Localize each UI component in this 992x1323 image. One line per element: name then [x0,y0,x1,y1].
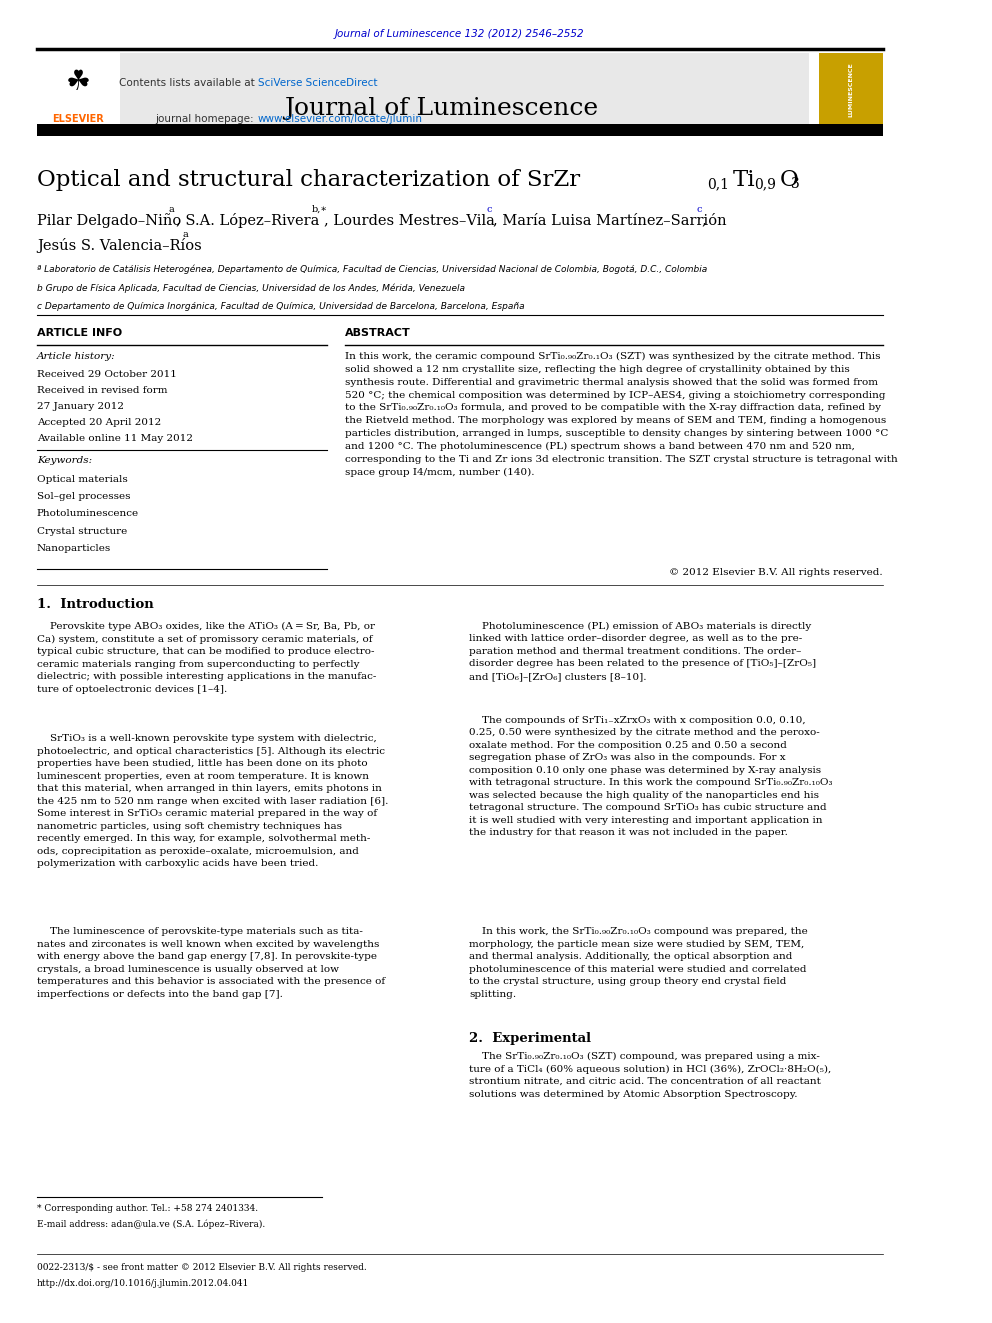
Text: Accepted 20 April 2012: Accepted 20 April 2012 [37,418,161,427]
Text: Received 29 October 2011: Received 29 October 2011 [37,370,177,380]
Text: Photoluminescence: Photoluminescence [37,509,139,519]
Text: * Corresponding author. Tel.: +58 274 2401334.: * Corresponding author. Tel.: +58 274 24… [37,1204,258,1213]
Text: Journal of Luminescence: Journal of Luminescence [285,97,598,120]
Text: ABSTRACT: ABSTRACT [345,328,411,339]
Text: , S.A. López–Rivera: , S.A. López–Rivera [176,213,319,228]
Text: 0,1: 0,1 [707,177,729,192]
Text: Keywords:: Keywords: [37,456,92,466]
Text: In this work, the ceramic compound SrTi₀.₉₀Zr₀.₁O₃ (SZT) was synthesized by the : In this work, the ceramic compound SrTi₀… [345,352,898,478]
Text: SciVerse ScienceDirect: SciVerse ScienceDirect [258,78,377,89]
Text: 0022-2313/$ - see front matter © 2012 Elsevier B.V. All rights reserved.: 0022-2313/$ - see front matter © 2012 El… [37,1263,366,1273]
Text: SrTiO₃ is a well-known perovskite type system with dielectric,
photoelectric, an: SrTiO₃ is a well-known perovskite type s… [37,734,388,868]
FancyBboxPatch shape [37,53,120,126]
Text: journal homepage:: journal homepage: [156,114,258,124]
Text: Optical and structural characterization of SrZr: Optical and structural characterization … [37,169,580,192]
Text: ,: , [701,213,706,228]
Text: Jesús S. Valencia–Ríos: Jesús S. Valencia–Ríos [37,238,201,253]
Text: c Departamento de Química Inorgánica, Facultad de Química, Universidad de Barcel: c Departamento de Química Inorgánica, Fa… [37,302,525,311]
Text: In this work, the SrTi₀.₉₀Zr₀.₁₀O₃ compound was prepared, the
morphology, the pa: In this work, the SrTi₀.₉₀Zr₀.₁₀O₃ compo… [469,927,807,999]
Text: c: c [696,205,701,214]
Text: The compounds of SrTi₁₋xZrxO₃ with x composition 0.0, 0.10,
0.25, 0.50 were synt: The compounds of SrTi₁₋xZrxO₃ with x com… [469,716,832,837]
Text: 0,9: 0,9 [754,177,776,192]
Text: a: a [183,230,187,239]
Text: ☘: ☘ [65,67,90,97]
Text: Nanoparticles: Nanoparticles [37,544,111,553]
Text: c: c [486,205,492,214]
FancyBboxPatch shape [37,124,883,136]
Text: © 2012 Elsevier B.V. All rights reserved.: © 2012 Elsevier B.V. All rights reserved… [670,568,883,577]
Text: , María Luisa Martínez–Sarrión: , María Luisa Martínez–Sarrión [493,213,726,228]
Text: b Grupo de Física Aplicada, Facultad de Ciencias, Universidad de los Andes, Méri: b Grupo de Física Aplicada, Facultad de … [37,283,465,292]
Text: E-mail address: adan@ula.ve (S.A. López–Rivera).: E-mail address: adan@ula.ve (S.A. López–… [37,1220,265,1229]
Text: Photoluminescence (PL) emission of ABO₃ materials is directly
linked with lattic: Photoluminescence (PL) emission of ABO₃ … [469,622,816,681]
Text: 1.  Introduction: 1. Introduction [37,598,154,611]
Text: Available online 11 May 2012: Available online 11 May 2012 [37,434,192,443]
Text: Journal of Luminescence 132 (2012) 2546–2552: Journal of Luminescence 132 (2012) 2546–… [335,29,584,40]
Text: LUMINESCENCE: LUMINESCENCE [848,62,853,118]
Text: , Lourdes Mestres–Vila: , Lourdes Mestres–Vila [323,213,495,228]
Text: Pilar Delgado–Niño: Pilar Delgado–Niño [37,213,182,228]
Text: a: a [169,205,174,214]
Text: Optical materials: Optical materials [37,475,128,484]
Text: http://dx.doi.org/10.1016/j.jlumin.2012.04.041: http://dx.doi.org/10.1016/j.jlumin.2012.… [37,1279,249,1289]
Text: Ti: Ti [733,169,756,192]
FancyBboxPatch shape [37,53,809,126]
Text: ª Laboratorio de Catálisis Heterogénea, Departamento de Química, Facultad de Cie: ª Laboratorio de Catálisis Heterogénea, … [37,265,707,274]
Text: www.elsevier.com/locate/jlumin: www.elsevier.com/locate/jlumin [258,114,423,124]
Text: The luminescence of perovskite-type materials such as tita-
nates and zirconates: The luminescence of perovskite-type mate… [37,927,385,999]
Text: The SrTi₀.₉₀Zr₀.₁₀O₃ (SZT) compound, was prepared using a mix-
ture of a TiCl₄ (: The SrTi₀.₉₀Zr₀.₁₀O₃ (SZT) compound, was… [469,1052,831,1098]
Text: Article history:: Article history: [37,352,115,361]
Text: Crystal structure: Crystal structure [37,527,127,536]
Text: Sol–gel processes: Sol–gel processes [37,492,130,501]
Text: 2.  Experimental: 2. Experimental [469,1032,591,1045]
Text: ARTICLE INFO: ARTICLE INFO [37,328,122,339]
Text: Received in revised form: Received in revised form [37,386,168,396]
FancyBboxPatch shape [818,53,883,126]
Text: 27 January 2012: 27 January 2012 [37,402,124,411]
Text: Contents lists available at: Contents lists available at [118,78,258,89]
Text: 3: 3 [791,177,800,192]
Text: ELSEVIER: ELSEVIER [53,114,104,124]
Text: Perovskite type ABO₃ oxides, like the ATiO₃ (A = Sr, Ba, Pb, or
Ca) system, cons: Perovskite type ABO₃ oxides, like the AT… [37,622,376,693]
Text: O: O [780,169,799,192]
Text: b,∗: b,∗ [311,205,327,214]
